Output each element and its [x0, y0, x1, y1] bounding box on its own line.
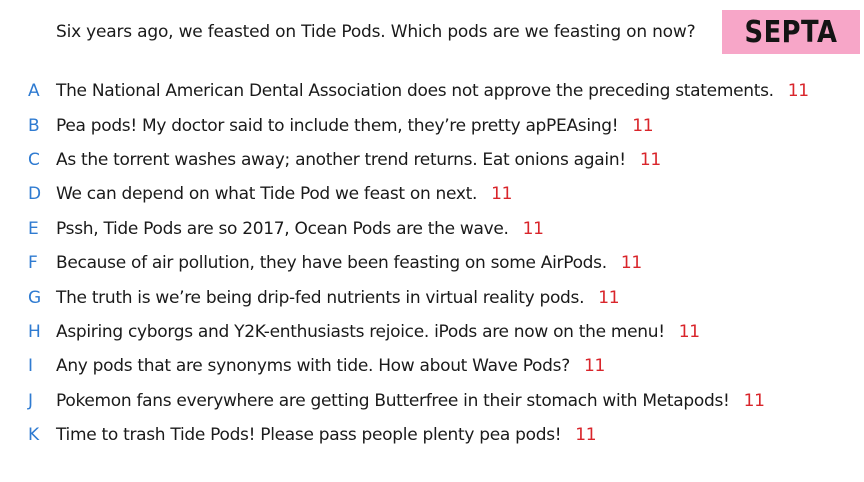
answer-score: 11 [743, 390, 765, 411]
answer-score: 11 [678, 321, 700, 342]
answer-text-wrap: Pokemon fans everywhere are getting Butt… [56, 391, 765, 411]
answer-item-f: F Because of air pollution, they have be… [0, 246, 864, 280]
answer-letter: F [28, 253, 38, 274]
answer-text-wrap: The truth is we’re being drip-fed nutrie… [56, 287, 620, 308]
answer-letter: K [28, 425, 40, 446]
answer-item-i: I Any pods that are synonyms with tide. … [0, 349, 864, 383]
question-text: Six years ago, we feasted on Tide Pods. … [56, 22, 696, 42]
answer-score: 11 [639, 149, 661, 170]
answer-list: A The National American Dental Associati… [0, 74, 864, 452]
answer-text: Pssh, Tide Pods are so 2017, Ocean Pods … [56, 218, 509, 239]
answer-score: 11 [491, 184, 513, 205]
answer-score: 11 [632, 115, 654, 136]
answer-letter: A [28, 81, 40, 102]
answer-text-wrap: Time to trash Tide Pods! Please pass peo… [56, 425, 597, 446]
answer-text: We can depend on what Tide Pod we feast … [56, 184, 478, 205]
answer-item-j: J Pokemon fans everywhere are getting Bu… [0, 384, 864, 418]
answer-text: Because of air pollution, they have been… [56, 253, 607, 274]
answer-item-k: K Time to trash Tide Pods! Please pass p… [0, 418, 864, 452]
answer-letter: C [28, 149, 40, 170]
answer-text: As the torrent washes away; another tren… [56, 149, 626, 170]
answer-letter: J [28, 390, 34, 411]
answer-score: 11 [575, 425, 597, 446]
answer-text-wrap: Because of air pollution, they have been… [56, 253, 642, 273]
answer-text: Any pods that are synonyms with tide. Ho… [56, 356, 570, 377]
answer-text-wrap: As the torrent washes away; another tren… [56, 150, 661, 170]
answer-score: 11 [787, 81, 809, 102]
answer-text-wrap: Pea pods! My doctor said to include them… [56, 115, 654, 136]
answer-text: The National American Dental Association… [56, 81, 774, 102]
answer-item-b: B Pea pods! My doctor said to include th… [0, 108, 864, 142]
answer-item-d: D We can depend on what Tide Pod we feas… [0, 177, 864, 211]
answer-score: 11 [598, 287, 620, 308]
answer-letter: B [28, 115, 40, 136]
answer-text: The truth is we’re being drip-fed nutrie… [56, 287, 585, 308]
answer-text-wrap: Pssh, Tide Pods are so 2017, Ocean Pods … [56, 219, 544, 239]
answer-item-h: H Aspiring cyborgs and Y2K-enthusiasts r… [0, 315, 864, 349]
answer-text: Time to trash Tide Pods! Please pass peo… [56, 425, 562, 446]
answer-letter: G [28, 287, 42, 308]
answer-letter: D [28, 184, 42, 205]
answer-text: Aspiring cyborgs and Y2K-enthusiasts rej… [56, 321, 665, 342]
answer-item-c: C As the torrent washes away; another tr… [0, 143, 864, 177]
answer-item-g: G The truth is we’re being drip-fed nutr… [0, 280, 864, 314]
player-name-badge: SEPTA [722, 10, 860, 54]
answer-text: Pea pods! My doctor said to include them… [56, 115, 619, 136]
answer-letter: I [28, 356, 34, 377]
answer-text: Pokemon fans everywhere are getting Butt… [56, 390, 730, 411]
answer-item-e: E Pssh, Tide Pods are so 2017, Ocean Pod… [0, 212, 864, 246]
answer-item-a: A The National American Dental Associati… [0, 74, 864, 108]
answer-text-wrap: Any pods that are synonyms with tide. Ho… [56, 356, 605, 376]
answer-text-wrap: We can depend on what Tide Pod we feast … [56, 184, 512, 204]
player-name-label: SEPTA [744, 14, 838, 50]
answer-text-wrap: The National American Dental Association… [56, 81, 809, 101]
answer-text-wrap: Aspiring cyborgs and Y2K-enthusiasts rej… [56, 322, 700, 342]
answer-letter: H [28, 321, 41, 342]
answer-score: 11 [620, 253, 642, 274]
answer-score: 11 [522, 218, 544, 239]
answer-score: 11 [583, 356, 605, 377]
answer-letter: E [28, 218, 39, 239]
